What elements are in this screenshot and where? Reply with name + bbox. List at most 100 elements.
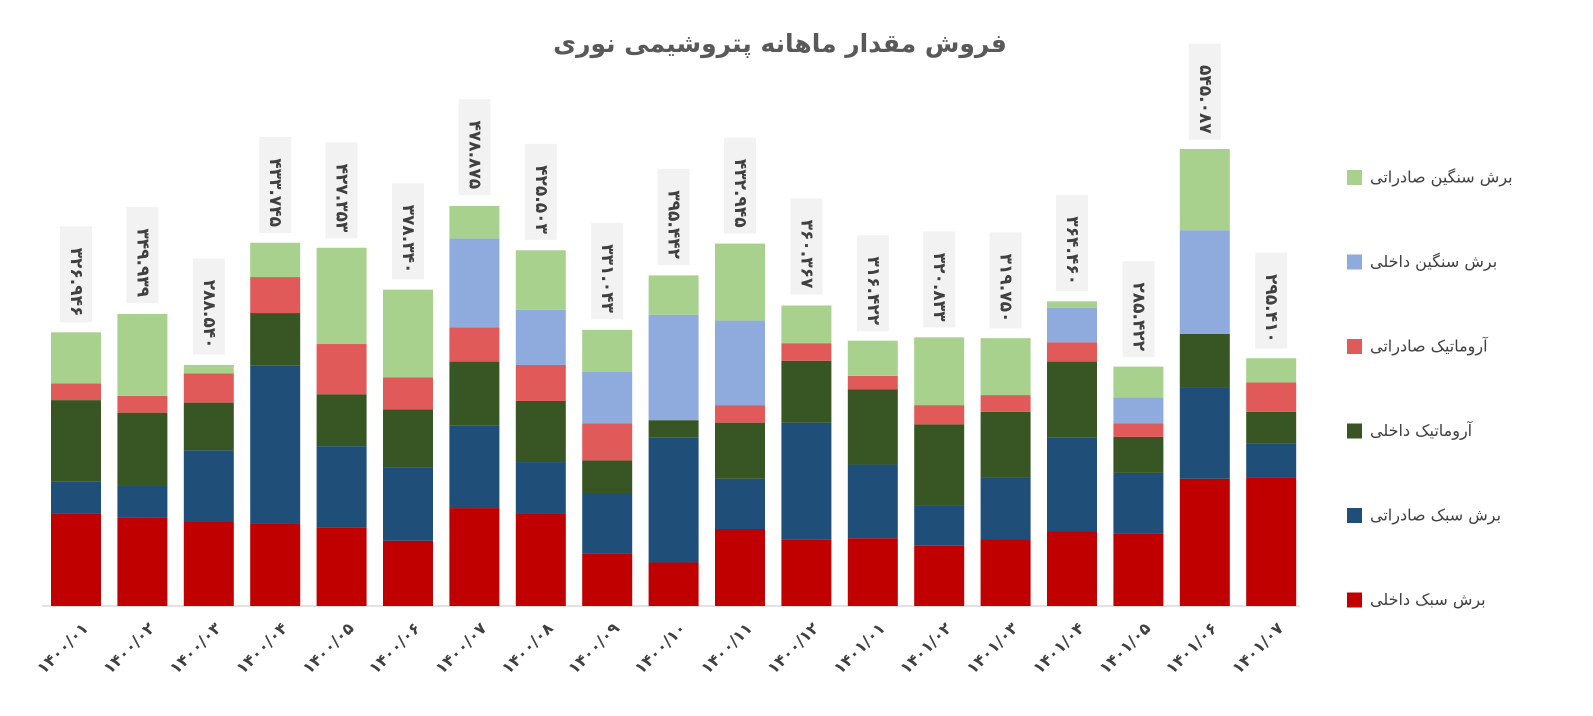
bar-segment — [582, 423, 633, 461]
total-label: ۲۸۸.۵۴۰ — [199, 280, 219, 349]
legend-label: برش سنگین صادراتی — [1370, 168, 1513, 188]
total-label-box — [259, 136, 292, 233]
total-label: ۴۲۷.۳۵۳ — [332, 164, 352, 233]
bar-segment — [383, 540, 433, 606]
bar-segment — [1113, 423, 1164, 437]
bar-segment — [648, 562, 699, 606]
bar-segment — [51, 481, 101, 514]
total-label: ۲۹۵.۴۱۰ — [1261, 274, 1281, 343]
x-tick-label: ۱۴۰۰/۰۱ — [33, 619, 92, 678]
total-label-box — [1255, 252, 1288, 349]
bar-segment — [1047, 342, 1097, 362]
bar-segment — [515, 400, 566, 463]
bar-segment — [582, 460, 633, 494]
bar-segment — [449, 425, 500, 509]
bar-segment — [914, 505, 965, 546]
bar-segment — [51, 383, 101, 401]
total-label: ۳۶۴.۴۶۰ — [1062, 216, 1082, 285]
legend-swatch — [1347, 423, 1362, 439]
legend-swatch — [1347, 592, 1362, 608]
bar-segment — [781, 343, 832, 361]
total-label: ۴۷۸.۸۷۵ — [464, 120, 484, 189]
bar-segment — [847, 389, 898, 465]
bar-segment — [1179, 149, 1230, 231]
total-label-box — [192, 258, 225, 355]
bar-segment — [117, 395, 168, 413]
bar-segment — [449, 327, 500, 362]
bar-segment — [515, 462, 566, 514]
total-label-box — [524, 143, 557, 240]
total-label-box — [856, 235, 889, 332]
bar-segment — [847, 375, 898, 390]
bar-segment — [183, 521, 234, 606]
bar-segment — [250, 365, 301, 524]
total-label: ۳۶۰.۳۶۷ — [796, 220, 816, 289]
bar-segment — [1047, 361, 1097, 438]
bar-segment — [1246, 477, 1297, 606]
x-tick-label: ۱۴۰۰/۱۱ — [697, 619, 756, 678]
total-label: ۵۴۵.۰۸۷ — [1195, 65, 1215, 134]
bar-segment — [914, 545, 965, 606]
bar-segment — [1246, 411, 1297, 444]
x-tick-label: ۱۴۰۰/۰۳ — [166, 618, 225, 677]
total-label-box — [325, 142, 358, 239]
x-tick-label: ۱۴۰۱/۰۶ — [1162, 619, 1221, 678]
x-tick-label: ۱۴۰۰/۰۸ — [498, 618, 557, 677]
bar-segment — [914, 405, 965, 425]
total-label-box — [724, 137, 756, 234]
bar-segment — [1113, 436, 1164, 473]
bar-segment — [582, 371, 633, 424]
total-label-box — [60, 226, 92, 323]
legend-swatch — [1347, 254, 1362, 270]
x-tick-label: ۱۴۰۰/۰۵ — [299, 618, 358, 677]
bar-segment — [582, 553, 633, 606]
bar-segment — [1047, 301, 1097, 309]
bar-segment — [914, 337, 965, 406]
total-label-box — [126, 207, 159, 304]
bar-segment — [1246, 358, 1297, 383]
bar-segment — [515, 513, 566, 606]
bar-segment — [715, 478, 765, 529]
x-tick-label: ۱۴۰۱/۰۷ — [1228, 618, 1287, 677]
x-tick-label: ۱۴۰۱/۰۳ — [963, 618, 1022, 677]
bar-segment — [183, 450, 234, 522]
bar-segment — [449, 238, 500, 328]
bar-segment — [847, 538, 898, 606]
total-label: ۴۲۵.۵۰۳ — [531, 165, 551, 234]
legend-label: برش سنگین داخلی — [1370, 252, 1497, 272]
bar-segment — [183, 373, 234, 403]
bar-segment — [183, 402, 234, 451]
bar-segment — [183, 364, 234, 374]
total-label-box — [657, 169, 690, 266]
bar-segment — [117, 412, 168, 486]
bar-segment — [980, 395, 1031, 412]
total-label-box — [1056, 194, 1088, 291]
bar-segment — [980, 539, 1031, 606]
bar-segment — [715, 320, 765, 406]
bar-segment — [316, 344, 367, 395]
bar-segment — [1179, 333, 1230, 388]
total-label: ۳۲۶.۹۴۶ — [66, 248, 86, 317]
bar-segment — [117, 485, 168, 518]
bar-segment — [383, 467, 433, 541]
legend-swatch — [1347, 170, 1362, 185]
bar-segment — [980, 477, 1031, 540]
bar-segment — [648, 420, 699, 438]
total-label-box — [1188, 43, 1221, 140]
total-label: ۳۱۹.۷۵۰ — [996, 254, 1016, 323]
bar-segment — [582, 493, 633, 554]
total-label-box — [1122, 261, 1155, 358]
bar-segment — [250, 277, 301, 314]
bar-segment — [1047, 308, 1097, 343]
bar-segment — [1113, 472, 1164, 534]
bar-segment — [515, 250, 566, 310]
legend-label: آروماتیک داخلی — [1370, 421, 1474, 441]
bar-segment — [781, 539, 832, 606]
legend-swatch — [1347, 339, 1362, 354]
total-label: ۳۲۰.۸۳۳ — [929, 253, 949, 322]
bar-segment — [51, 400, 101, 482]
bar-segment — [1246, 443, 1297, 478]
bar-segment — [316, 247, 367, 345]
bar-segment — [316, 446, 367, 528]
bar-segment — [847, 464, 898, 539]
